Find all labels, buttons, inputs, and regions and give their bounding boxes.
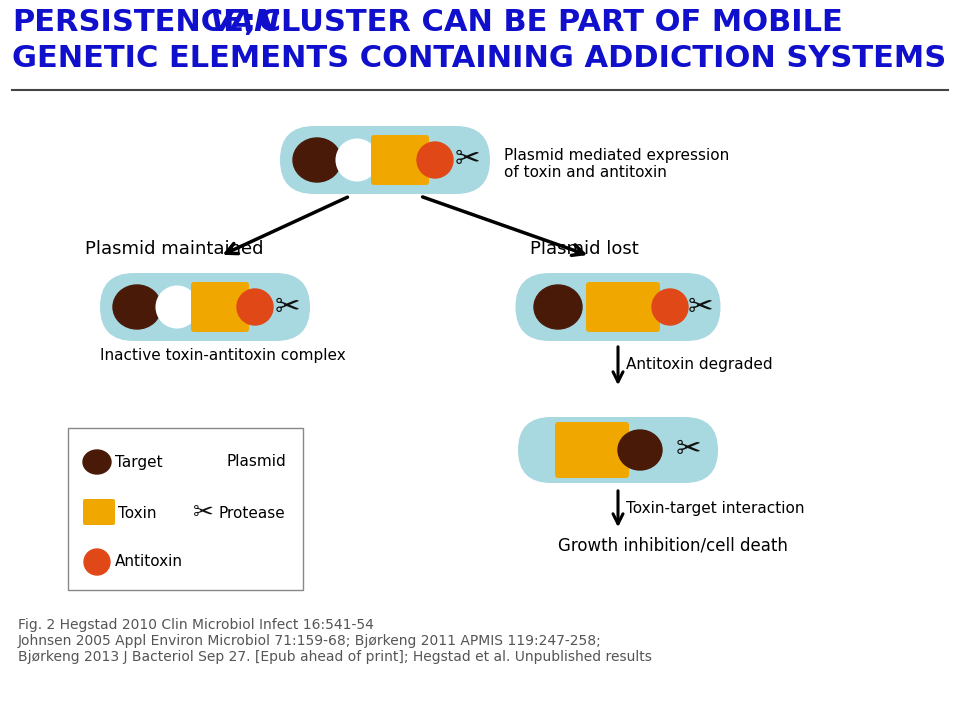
Text: Plasmid maintained: Plasmid maintained <box>85 240 263 258</box>
Text: Plasmid: Plasmid <box>226 454 286 470</box>
Circle shape <box>195 449 221 475</box>
FancyBboxPatch shape <box>371 135 429 185</box>
Text: Target: Target <box>115 454 162 470</box>
Text: ✂: ✂ <box>193 501 213 525</box>
FancyBboxPatch shape <box>518 417 718 483</box>
Text: GENETIC ELEMENTS CONTAINING ADDICTION SYSTEMS: GENETIC ELEMENTS CONTAINING ADDICTION SY… <box>12 44 947 73</box>
Text: VAN: VAN <box>210 8 280 37</box>
Circle shape <box>652 289 688 325</box>
Text: ✂: ✂ <box>275 293 300 322</box>
FancyBboxPatch shape <box>586 282 660 332</box>
Text: Johnsen 2005 Appl Environ Microbiol 71:159-68; Bjørkeng 2011 APMIS 119:247-258;: Johnsen 2005 Appl Environ Microbiol 71:1… <box>18 634 602 648</box>
Text: Plasmid lost: Plasmid lost <box>530 240 638 258</box>
Ellipse shape <box>534 285 582 329</box>
FancyBboxPatch shape <box>100 273 310 341</box>
Text: Antitoxin: Antitoxin <box>115 555 183 569</box>
Bar <box>68 428 303 590</box>
FancyBboxPatch shape <box>280 126 490 194</box>
Text: Toxin-target interaction: Toxin-target interaction <box>626 501 804 515</box>
Circle shape <box>84 549 110 575</box>
Circle shape <box>417 142 453 178</box>
Ellipse shape <box>293 138 341 182</box>
Text: Fig. 2 Hegstad 2010 Clin Microbiol Infect 16:541-54: Fig. 2 Hegstad 2010 Clin Microbiol Infec… <box>18 618 373 632</box>
Ellipse shape <box>83 450 111 474</box>
Text: Protease: Protease <box>218 505 285 520</box>
Circle shape <box>337 140 377 180</box>
Text: Bjørkeng 2013 J Bacteriol Sep 27. [Epub ahead of print]; Hegstad et al. Unpublis: Bjørkeng 2013 J Bacteriol Sep 27. [Epub … <box>18 650 652 664</box>
FancyBboxPatch shape <box>516 273 721 341</box>
Ellipse shape <box>618 430 662 470</box>
Text: ✂: ✂ <box>675 435 701 465</box>
Text: Toxin: Toxin <box>118 505 156 520</box>
Text: Plasmid mediated expression
of toxin and antitoxin: Plasmid mediated expression of toxin and… <box>504 148 730 180</box>
Text: Growth inhibition/cell death: Growth inhibition/cell death <box>558 536 788 554</box>
Text: Antitoxin degraded: Antitoxin degraded <box>626 357 773 371</box>
FancyBboxPatch shape <box>555 422 629 478</box>
Circle shape <box>237 289 273 325</box>
Circle shape <box>157 287 197 327</box>
FancyBboxPatch shape <box>83 499 115 525</box>
Text: ✂: ✂ <box>454 145 480 175</box>
FancyBboxPatch shape <box>191 282 249 332</box>
Text: PERSISTENCE;: PERSISTENCE; <box>12 8 256 37</box>
Text: ✂: ✂ <box>687 293 712 322</box>
Ellipse shape <box>113 285 161 329</box>
Text: Inactive toxin-antitoxin complex: Inactive toxin-antitoxin complex <box>100 348 346 363</box>
Text: CLUSTER CAN BE PART OF MOBILE: CLUSTER CAN BE PART OF MOBILE <box>248 8 843 37</box>
